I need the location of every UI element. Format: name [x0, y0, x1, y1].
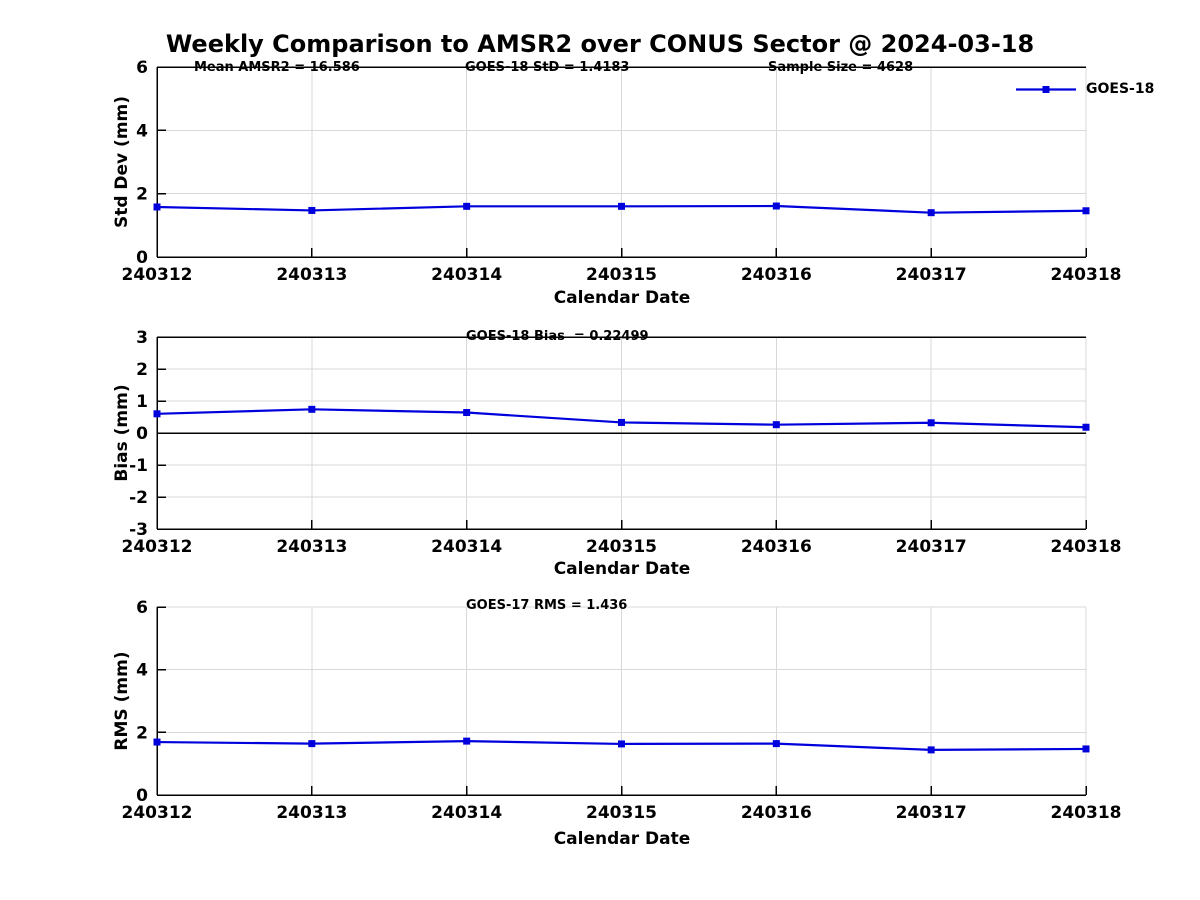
gridlines	[157, 67, 1087, 257]
data-point-marker	[618, 202, 625, 210]
y-tick-label: 6	[136, 58, 148, 78]
data-point-marker	[1082, 423, 1090, 431]
y-tick-label: -2	[129, 488, 148, 508]
annotation-goes18-std: GOES-18 StD = 1.4183	[465, 60, 630, 75]
x-tick-label: 240315	[586, 803, 657, 823]
subplot-3: 0 2 4 6 240312 240313 240314 240315 240316 240317…	[122, 598, 1122, 823]
x-tick-label: 240316	[741, 803, 812, 823]
data-point-marker	[308, 740, 316, 748]
data-point-marker	[463, 202, 471, 210]
data-point-marker	[308, 405, 316, 413]
data-point-marker	[463, 737, 471, 745]
x-tick-label: 240315	[586, 537, 657, 557]
subplot-1: 0 2 4 6 240312 240313 240314 240315 240316 240317…	[122, 58, 1122, 285]
tick-marks	[156, 66, 1087, 258]
y-tick-label: 0	[136, 424, 148, 444]
y-tick-labels: 0 2 4 6	[136, 58, 148, 268]
x-tick-label: 240312	[122, 803, 193, 823]
x-tick-label: 240318	[1051, 803, 1122, 823]
x-tick-labels: 240312 240313 240314 240315 240316 240317 2403…	[122, 265, 1122, 285]
annotation-mean-amsr2: Mean AMSR2 = 16.586	[194, 60, 360, 75]
data-point-marker	[618, 740, 625, 748]
x-tick-label: 240316	[741, 537, 812, 557]
data-point-marker	[927, 209, 935, 217]
x-tick-label: 240317	[896, 265, 967, 285]
tick-marks	[156, 606, 1087, 796]
y-axis-label-stddev: Std Dev (mm)	[112, 95, 132, 229]
tick-marks	[156, 336, 1087, 530]
x-tick-label: 240313	[276, 265, 347, 285]
data-point-marker	[1082, 745, 1090, 753]
annotation-goes18-bias: GOES-18 Bias = 0.22499	[466, 329, 649, 344]
y-tick-label: 2	[136, 185, 148, 205]
legend-label: GOES-18	[1086, 81, 1155, 97]
y-axis-label-bias: Bias (mm)	[112, 384, 132, 482]
x-tick-labels: 240312 240313 240314 240315 240316 240317 2403…	[122, 803, 1122, 823]
x-tick-label: 240316	[741, 265, 812, 285]
x-tick-label: 240315	[586, 265, 657, 285]
y-tick-label: 0	[136, 248, 148, 268]
data-point-marker	[1082, 207, 1090, 215]
data-point-marker	[772, 421, 780, 429]
data-point-marker	[772, 740, 780, 748]
x-tick-label: 240314	[431, 537, 502, 557]
y-tick-labels: 0 2 4 6	[136, 598, 148, 806]
data-point-marker	[153, 410, 161, 418]
x-tick-labels: 240312 240313 240314 240315 240316 240317 2403…	[122, 537, 1122, 557]
data-point-marker	[463, 409, 471, 417]
y-tick-label: 3	[136, 328, 148, 348]
annotation-goes17-rms: GOES-17 RMS = 1.436	[466, 598, 628, 613]
x-tick-label: 240312	[122, 265, 193, 285]
y-tick-label: 0	[136, 786, 148, 806]
data-point-marker	[772, 202, 780, 210]
y-tick-label: 2	[136, 360, 148, 380]
x-tick-label: 240314	[431, 265, 502, 285]
x-tick-label: 240317	[896, 537, 967, 557]
annotation-sample-size: Sample Size = 4628	[768, 60, 914, 75]
y-tick-label: -3	[129, 520, 148, 540]
x-axis-label-3: Calendar Date	[553, 829, 691, 849]
x-tick-label: 240317	[896, 803, 967, 823]
x-tick-label: 240314	[431, 803, 502, 823]
y-tick-label: 6	[136, 598, 148, 618]
y-tick-label: -1	[129, 456, 148, 476]
figure-title: Weekly Comparison to AMSR2 over CONUS Se…	[165, 30, 1035, 58]
x-tick-label: 240312	[122, 537, 193, 557]
x-axis-label-2: Calendar Date	[553, 559, 691, 579]
data-point-marker	[153, 738, 161, 746]
y-axis-label-rms: RMS (mm)	[112, 651, 132, 751]
y-tick-label: 4	[136, 121, 148, 141]
legend-line-icon	[1016, 85, 1076, 93]
x-tick-label: 240313	[276, 803, 347, 823]
data-point-marker	[618, 418, 625, 426]
y-tick-label: 2	[136, 723, 148, 743]
y-tick-labels: 3 2 1 0 -1 -2 -3	[129, 328, 148, 540]
data-point-marker	[927, 746, 935, 754]
x-tick-label: 240318	[1051, 265, 1122, 285]
x-tick-label: 240313	[276, 537, 347, 557]
data-point-marker	[153, 203, 161, 211]
y-tick-label: 4	[136, 661, 148, 681]
x-axis-label-1: Calendar Date	[553, 288, 691, 308]
y-tick-label: 1	[136, 392, 148, 412]
data-point-marker	[927, 419, 935, 427]
gridlines	[157, 607, 1087, 795]
data-point-marker	[308, 206, 316, 214]
legend: GOES-18	[1014, 81, 1154, 97]
x-tick-label: 240318	[1051, 537, 1122, 557]
